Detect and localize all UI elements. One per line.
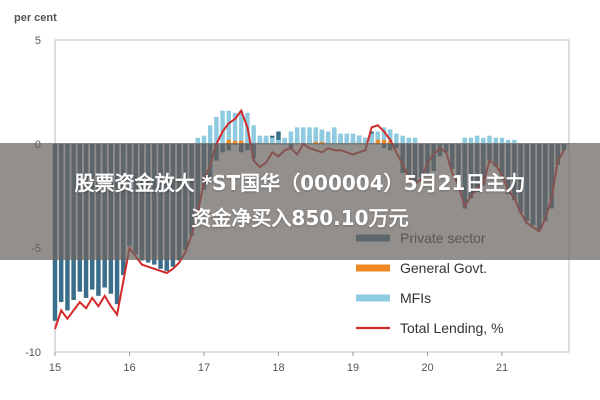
general-govt-bar [226, 139, 232, 144]
mfi-bar [313, 127, 318, 144]
mfi-bar [394, 133, 399, 144]
legend-swatch [356, 294, 390, 302]
mfi-bar [251, 125, 256, 144]
general-govt-bar [238, 140, 244, 144]
mfi-bar [207, 125, 213, 144]
mfi-bar [214, 116, 219, 144]
general-govt-bar [313, 141, 318, 144]
x-axis: 15 16 17 18 19 20 21 [49, 352, 508, 374]
mfi-bar [412, 137, 418, 144]
mfi-bar [257, 135, 263, 144]
general-govt-bar [319, 141, 325, 144]
legend-label: General Govt. [400, 260, 487, 276]
general-govt-bar [375, 139, 381, 144]
mfi-bar [375, 131, 381, 144]
legend-label: MFIs [400, 290, 431, 306]
mfi-bar [307, 127, 312, 144]
x-tick-label: 16 [123, 362, 135, 374]
mfi-bar [381, 127, 387, 144]
mfi-bar [462, 137, 467, 144]
mfi-bar [238, 110, 244, 144]
x-tick-label: 21 [496, 362, 508, 374]
mfi-bar [406, 137, 412, 144]
mfi-bar [282, 137, 287, 144]
headline-line-1: 股票资金放大 *ST国华（000004）5月21日主力 [74, 171, 526, 195]
mfi-bar [270, 137, 275, 144]
y-unit-label: per cent [14, 12, 57, 24]
general-govt-bars [226, 139, 393, 144]
x-tick-label: 15 [49, 362, 61, 374]
mfi-bar [468, 137, 474, 144]
x-tick-label: 19 [347, 362, 359, 374]
x-tick-label: 17 [198, 362, 210, 374]
mfi-bar [226, 110, 232, 144]
mfi-bar [325, 131, 331, 144]
mfi-bar [350, 133, 356, 144]
legend-label: Total Lending, % [400, 320, 504, 336]
mfi-bar [387, 129, 393, 144]
mfi-bar [201, 135, 207, 144]
private-sector-bar [276, 131, 281, 144]
general-govt-bar [232, 140, 238, 144]
mfi-bar [499, 137, 505, 144]
mfi-bar [220, 110, 225, 144]
headline-banner [0, 143, 600, 260]
mfi-bars [195, 110, 517, 144]
x-tick-label: 20 [421, 362, 433, 374]
mfi-bar [344, 133, 350, 144]
mfi-bar [288, 131, 294, 144]
x-tick-label: 18 [272, 362, 284, 374]
mfi-bar [400, 135, 405, 144]
mfi-bar [493, 137, 499, 144]
y-tick-label: -10 [25, 347, 41, 359]
mfi-bar [319, 129, 325, 144]
mfi-bar [356, 135, 362, 144]
mfi-bar [369, 133, 374, 144]
mfi-bar [332, 127, 337, 144]
general-govt-bar [381, 139, 387, 144]
general-govt-bar [387, 140, 393, 144]
mfi-bar [512, 139, 517, 144]
y-tick-label: 5 [35, 35, 41, 47]
mfi-bar [301, 127, 306, 144]
mfi-bar [263, 135, 269, 144]
mfi-bar [294, 127, 300, 144]
mfi-bar [481, 137, 486, 144]
mfi-bar [338, 133, 343, 144]
legend-swatch [356, 264, 390, 272]
mfi-bar [474, 135, 480, 144]
mfi-bar [487, 135, 492, 144]
mfi-bar [505, 139, 511, 144]
headline-line-2: 资金净买入850.10万元 [191, 206, 409, 230]
mfi-bar [232, 112, 238, 144]
mfi-bar [195, 137, 201, 144]
mfi-bar [363, 137, 368, 144]
mfi-bar [276, 139, 281, 144]
